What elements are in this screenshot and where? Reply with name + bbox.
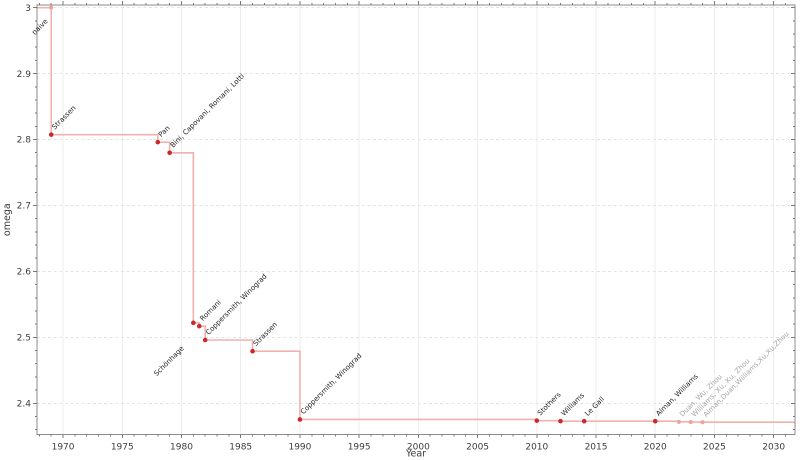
- data-point-marker: [167, 150, 172, 156]
- data-point-marker: [652, 418, 658, 424]
- data-point-marker: [250, 348, 255, 354]
- y-tick-label: 2.9: [17, 70, 32, 80]
- data-point-marker: [49, 5, 54, 10]
- data-point-marker: [700, 420, 705, 425]
- x-tick-label: 1975: [111, 443, 134, 453]
- y-tick-label: 2.8: [17, 136, 32, 146]
- y-tick-label: 2.4: [17, 400, 32, 410]
- step-line: [37, 6, 795, 424]
- plot-frame: [36, 4, 796, 435]
- series-layer: [37, 6, 795, 424]
- x-tick-label: 2025: [703, 443, 726, 453]
- x-tick-label: 2030: [762, 443, 785, 453]
- data-point-label: Bini, Capovani, Romani, Lotti: [169, 72, 246, 149]
- y-tick-label: 2.6: [17, 268, 32, 278]
- data-point-label: Pan: [157, 124, 172, 139]
- axes-layer: 1970 1975 1980 1985 1990 1995 2000 2005 2010 2015…: [17, 1, 796, 453]
- x-axis-label: Year: [405, 449, 426, 460]
- x-tick-label: 1985: [229, 443, 252, 453]
- data-point-marker: [676, 419, 682, 424]
- data-point-label: Le Gall: [583, 395, 606, 418]
- data-point-marker: [534, 418, 540, 423]
- data-point-marker: [558, 418, 563, 424]
- data-point-marker: [202, 337, 208, 343]
- y-axis-label: omega: [2, 203, 13, 236]
- data-point-label: Stothers: [536, 391, 563, 418]
- x-tick-label: 2005: [466, 443, 489, 453]
- x-tick-label: 2000: [407, 443, 430, 453]
- x-tick-label: 1995: [348, 443, 371, 453]
- data-point-marker: [688, 419, 693, 425]
- data-point-marker: [48, 132, 54, 137]
- y-tick-label: 2.5: [17, 334, 31, 344]
- data-point-label: Schönhage: [153, 345, 186, 378]
- data-point-label: Coppersmith, Winograd: [299, 352, 363, 416]
- data-point-marker: [155, 139, 161, 145]
- x-tick-label: 2020: [644, 443, 667, 453]
- data-point-label: Strassen: [252, 321, 279, 348]
- data-point-marker: [196, 323, 202, 329]
- data-point-marker: [191, 320, 196, 326]
- data-point-label: Williams: [560, 391, 587, 418]
- y-tick-label: 2.7: [17, 202, 31, 212]
- grid-layer: [37, 5, 795, 435]
- data-point-marker: [297, 417, 303, 422]
- x-tick-label: 2010: [525, 443, 548, 453]
- data-point-label: Williams, Xu, Xu, Zhou: [690, 357, 752, 419]
- x-tick-label: 1990: [288, 443, 311, 453]
- x-tick-label: 2015: [585, 443, 608, 453]
- data-point-marker: [581, 418, 587, 424]
- y-tick-label: 3: [25, 4, 31, 14]
- points-layer: [48, 5, 705, 425]
- x-tick-label: 1970: [52, 443, 75, 453]
- data-point-label: naive: [30, 17, 49, 36]
- data-point-label: Alman,Duan,Williams,Xu,Xu,Zhou: [702, 330, 791, 419]
- x-tick-label: 1980: [170, 443, 193, 453]
- data-point-label: Strassen: [50, 104, 77, 131]
